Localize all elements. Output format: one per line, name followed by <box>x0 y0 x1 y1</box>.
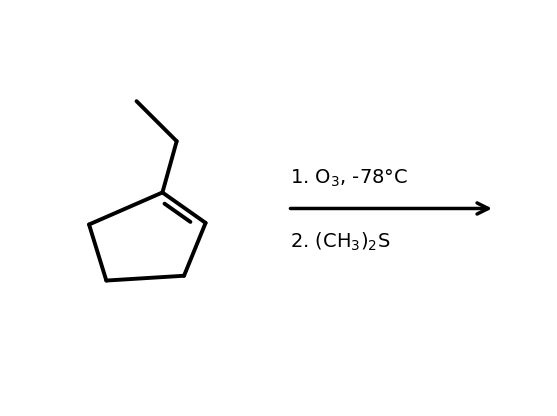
Text: 2. (CH$_3$)$_2$S: 2. (CH$_3$)$_2$S <box>290 231 390 253</box>
Text: 1. O$_3$, -78$\degree$C: 1. O$_3$, -78$\degree$C <box>290 168 408 189</box>
